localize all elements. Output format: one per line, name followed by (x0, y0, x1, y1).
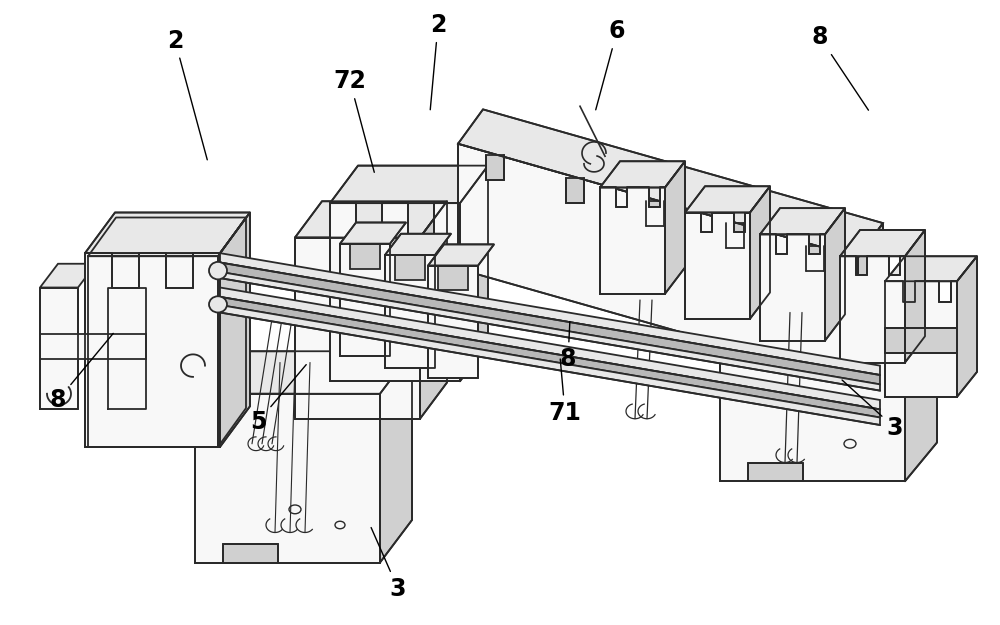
Text: 8: 8 (560, 321, 576, 371)
Polygon shape (646, 201, 664, 226)
Polygon shape (428, 266, 478, 378)
Polygon shape (85, 213, 250, 253)
Polygon shape (40, 264, 96, 288)
Polygon shape (458, 144, 858, 382)
Polygon shape (220, 297, 880, 418)
Polygon shape (458, 109, 883, 258)
Polygon shape (957, 256, 977, 397)
Polygon shape (885, 328, 957, 353)
Polygon shape (195, 351, 412, 394)
Polygon shape (905, 292, 937, 481)
Polygon shape (685, 186, 770, 213)
Polygon shape (350, 244, 380, 269)
Polygon shape (885, 256, 977, 281)
Polygon shape (885, 281, 957, 397)
Polygon shape (108, 264, 164, 288)
Text: 71: 71 (549, 359, 581, 424)
Polygon shape (395, 255, 425, 280)
Polygon shape (720, 292, 937, 331)
Polygon shape (428, 244, 494, 266)
Polygon shape (438, 266, 468, 291)
Polygon shape (88, 217, 246, 256)
Polygon shape (750, 186, 770, 319)
Text: 3: 3 (842, 380, 903, 440)
Ellipse shape (209, 296, 227, 312)
Polygon shape (85, 253, 220, 447)
Text: 72: 72 (334, 69, 374, 173)
Text: 6: 6 (596, 19, 625, 110)
Polygon shape (600, 161, 685, 188)
Polygon shape (195, 394, 380, 562)
Polygon shape (905, 230, 925, 362)
Text: 8: 8 (812, 26, 868, 110)
Polygon shape (295, 201, 447, 238)
Ellipse shape (209, 262, 227, 279)
Polygon shape (858, 223, 883, 382)
Text: 2: 2 (167, 29, 207, 160)
Polygon shape (385, 255, 435, 368)
Ellipse shape (844, 439, 856, 448)
Polygon shape (665, 161, 685, 294)
Polygon shape (330, 203, 460, 381)
Polygon shape (748, 462, 803, 481)
Polygon shape (380, 351, 412, 562)
Polygon shape (840, 256, 905, 362)
Polygon shape (760, 234, 825, 341)
Polygon shape (566, 178, 584, 203)
Text: 5: 5 (250, 364, 306, 434)
Polygon shape (600, 188, 665, 294)
Polygon shape (220, 213, 250, 447)
Polygon shape (340, 244, 390, 356)
Polygon shape (726, 223, 744, 248)
Polygon shape (146, 264, 164, 409)
Polygon shape (220, 262, 880, 384)
Polygon shape (223, 544, 278, 562)
Polygon shape (420, 201, 447, 419)
Polygon shape (108, 288, 146, 409)
Polygon shape (825, 208, 845, 341)
Text: 8: 8 (50, 333, 113, 412)
Polygon shape (460, 166, 488, 381)
Polygon shape (720, 331, 905, 481)
Ellipse shape (335, 521, 345, 529)
Polygon shape (40, 334, 146, 359)
Polygon shape (218, 217, 246, 447)
Polygon shape (330, 166, 488, 203)
Polygon shape (220, 272, 880, 391)
Polygon shape (385, 234, 451, 255)
Polygon shape (760, 208, 845, 234)
Polygon shape (220, 288, 880, 409)
Polygon shape (486, 155, 504, 180)
Text: 2: 2 (430, 13, 446, 110)
Ellipse shape (289, 505, 301, 514)
Polygon shape (840, 230, 925, 256)
Polygon shape (340, 222, 406, 244)
Polygon shape (220, 253, 880, 375)
Polygon shape (40, 288, 78, 409)
Polygon shape (685, 213, 750, 319)
Polygon shape (220, 305, 880, 425)
Polygon shape (88, 256, 218, 447)
Polygon shape (806, 246, 824, 271)
Polygon shape (295, 238, 420, 419)
Text: 3: 3 (371, 528, 406, 601)
